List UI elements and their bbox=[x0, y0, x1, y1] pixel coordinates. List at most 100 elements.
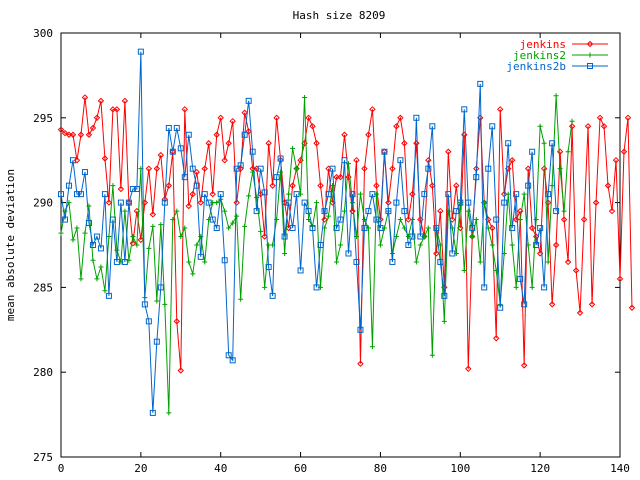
data-point bbox=[201, 165, 208, 172]
data-point bbox=[572, 267, 580, 274]
data-point bbox=[106, 234, 112, 240]
data-point bbox=[257, 165, 264, 172]
data-point bbox=[317, 182, 324, 189]
data-point bbox=[457, 199, 464, 206]
data-point bbox=[465, 365, 472, 373]
data-point bbox=[177, 367, 184, 374]
data-point bbox=[413, 114, 420, 121]
data-point bbox=[102, 288, 108, 294]
data-point bbox=[121, 97, 129, 105]
data-point bbox=[105, 199, 113, 206]
data-point bbox=[70, 237, 76, 243]
data-point bbox=[290, 145, 296, 151]
data-point bbox=[616, 275, 624, 283]
data-point bbox=[261, 189, 268, 196]
legend-label: jenkins2b bbox=[506, 60, 566, 73]
axis-ticks: 0 20 40 60 80 100 120 140 275 280 285 290 295 300 bbox=[33, 27, 630, 475]
data-point bbox=[154, 298, 160, 304]
data-point bbox=[568, 123, 576, 130]
data-point bbox=[373, 182, 380, 189]
data-point bbox=[242, 223, 248, 229]
data-point bbox=[341, 157, 348, 164]
data-point bbox=[533, 242, 540, 248]
data-point bbox=[261, 233, 268, 240]
data-point bbox=[334, 259, 340, 265]
data-point bbox=[145, 165, 153, 172]
data-point bbox=[548, 301, 556, 308]
data-point bbox=[433, 250, 440, 257]
data-point bbox=[445, 191, 452, 198]
data-point bbox=[241, 109, 248, 116]
data-point bbox=[98, 264, 104, 270]
data-point bbox=[505, 140, 512, 147]
data-point bbox=[587, 52, 593, 58]
data-point bbox=[545, 259, 551, 265]
data-point bbox=[101, 155, 109, 162]
data-point bbox=[149, 211, 157, 218]
data-point bbox=[122, 208, 128, 214]
data-point bbox=[82, 230, 88, 236]
data-point bbox=[317, 242, 324, 248]
data-point bbox=[461, 131, 468, 138]
data-point bbox=[186, 259, 192, 265]
data-point bbox=[326, 213, 332, 219]
data-point bbox=[230, 220, 236, 226]
data-point bbox=[77, 131, 85, 138]
data-point bbox=[93, 114, 101, 122]
y-tick-label: 300 bbox=[33, 27, 53, 40]
data-point bbox=[512, 216, 520, 223]
data-point bbox=[313, 140, 320, 147]
data-point bbox=[94, 276, 100, 282]
data-point bbox=[417, 242, 423, 248]
data-point bbox=[389, 258, 396, 265]
data-point bbox=[345, 250, 352, 257]
data-point bbox=[413, 140, 420, 147]
data-point bbox=[564, 258, 572, 266]
data-point bbox=[273, 174, 280, 181]
data-point bbox=[245, 97, 252, 104]
series-line bbox=[60, 97, 633, 371]
x-tick-label: 80 bbox=[374, 462, 387, 475]
data-point bbox=[77, 191, 84, 198]
data-point bbox=[624, 114, 632, 122]
data-point bbox=[226, 225, 232, 231]
data-point bbox=[190, 271, 196, 277]
data-point bbox=[361, 165, 368, 172]
data-point bbox=[330, 183, 336, 189]
data-point bbox=[262, 284, 268, 290]
data-point bbox=[541, 140, 547, 146]
data-point bbox=[528, 224, 536, 232]
legend-label: jenkins2 bbox=[513, 49, 566, 62]
data-point bbox=[569, 118, 575, 124]
data-point bbox=[145, 318, 152, 325]
data-point bbox=[105, 292, 112, 299]
data-point bbox=[357, 326, 364, 333]
data-point bbox=[221, 156, 228, 164]
series-jenkins bbox=[57, 94, 636, 374]
data-point bbox=[517, 275, 524, 282]
data-point bbox=[137, 48, 144, 55]
data-point bbox=[537, 123, 543, 129]
x-tick-label: 0 bbox=[58, 462, 65, 475]
data-point bbox=[587, 63, 593, 69]
data-point bbox=[441, 292, 448, 299]
data-point bbox=[369, 106, 376, 113]
data-point bbox=[477, 80, 484, 87]
data-point bbox=[349, 207, 356, 215]
data-point bbox=[309, 225, 316, 232]
data-point bbox=[385, 208, 392, 215]
data-point bbox=[117, 185, 125, 193]
data-point bbox=[150, 223, 156, 229]
data-point bbox=[277, 155, 284, 162]
data-point bbox=[146, 245, 152, 251]
data-point bbox=[273, 114, 280, 122]
data-point bbox=[620, 148, 628, 155]
data-point bbox=[549, 140, 556, 147]
data-point bbox=[497, 106, 504, 113]
data-point bbox=[157, 151, 165, 159]
data-point bbox=[158, 222, 164, 228]
data-point bbox=[185, 202, 192, 210]
data-point bbox=[214, 200, 220, 206]
